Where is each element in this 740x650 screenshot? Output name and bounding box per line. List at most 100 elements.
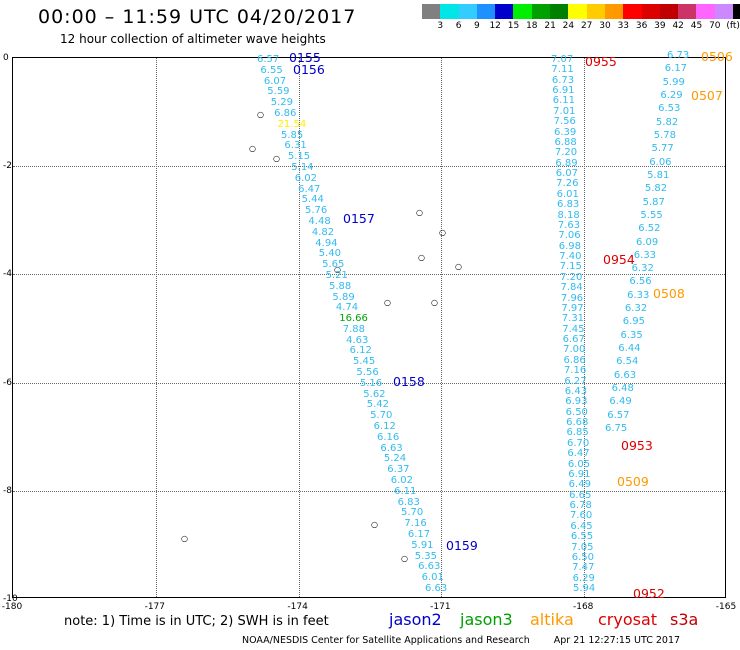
- island-marker: ○: [181, 534, 188, 543]
- satellite-name-jason2: jason2: [389, 610, 442, 629]
- wave-height-value: 5.99: [662, 76, 685, 88]
- satellite-name-s3a: s3a: [670, 610, 699, 629]
- wave-height-value: 7.45: [562, 323, 585, 335]
- wave-height-value: 6.47: [567, 448, 590, 460]
- legend-label: 36: [635, 21, 648, 31]
- wave-height-value: 6.44: [618, 343, 641, 355]
- wave-height-value: 6.43: [564, 385, 588, 397]
- island-marker: ○: [273, 154, 280, 163]
- legend-swatch: [568, 4, 587, 19]
- wave-height-value: 6.49: [609, 396, 632, 408]
- wave-height-value: 5.82: [644, 183, 668, 195]
- wave-height-value: 5.88: [329, 280, 352, 292]
- legend-swatch: [714, 4, 734, 19]
- map-subtitle: 12 hour collection of altimeter wave hei…: [60, 32, 326, 46]
- wave-height-value: 6.52: [638, 223, 661, 235]
- wave-height-value: 4.94: [315, 237, 338, 249]
- wave-height-value: 5.55: [640, 209, 663, 221]
- wave-height-value: 5.65: [322, 259, 345, 271]
- wave-height-value: 7.60: [569, 510, 593, 522]
- island-marker: ○: [439, 228, 446, 237]
- wave-height-value: 4.82: [311, 226, 335, 238]
- wave-height-value: 6.12: [349, 345, 372, 357]
- legend-swatch: [458, 4, 477, 19]
- x-tick-label: -177: [144, 602, 166, 612]
- legend-label: 15: [507, 21, 520, 31]
- y-tick-label: -8: [3, 485, 12, 496]
- island-marker: ○: [257, 110, 264, 119]
- wave-height-value: 7.20: [560, 271, 583, 283]
- legend-label: 21: [544, 21, 556, 31]
- legend-swatch: [476, 4, 496, 19]
- wave-height-value: 7.96: [560, 292, 584, 304]
- legend-swatch: [733, 4, 740, 19]
- wave-height-value: 6.54: [616, 356, 639, 368]
- legend-label: 9: [474, 21, 480, 31]
- wave-height-value: 6.11: [394, 485, 417, 497]
- legend-label: 3: [437, 21, 444, 31]
- wave-height-value: 6.17: [407, 529, 431, 541]
- latitude-gridline: [13, 490, 725, 492]
- wave-height-value: 7.20: [554, 147, 578, 159]
- map-plot-area: 0 -2 -4 -6 -8 -10 ○ ○ ○ ○ ○ ○ ○ ○ ○ ○ ○ ○ ○ 6.57 6.55 6.07 5.5…: [3, 50, 733, 604]
- wave-height-value: 6.45: [570, 520, 593, 532]
- island-marker: ○: [384, 298, 391, 307]
- wave-height-value: 6.07: [263, 75, 287, 87]
- y-tick-label: -2: [3, 161, 12, 172]
- pass-time-label: 0955: [585, 54, 617, 69]
- satellite-name-jason3: jason3: [460, 610, 513, 629]
- wave-height-value: 6.07: [555, 168, 578, 180]
- legend-color-bar: [422, 4, 740, 19]
- legend-label: 42: [672, 21, 684, 31]
- wave-height-value: 7.06: [558, 230, 581, 242]
- longitude-gridline: [441, 58, 443, 597]
- pass-time-label: 0159: [446, 538, 478, 553]
- map-title: 00:00 – 11:59 UTC 04/20/2017: [38, 6, 357, 28]
- wave-height-value: 5.16: [359, 377, 383, 389]
- wave-height-value: 6.33: [627, 289, 650, 301]
- wave-height-value: 21.54: [277, 118, 307, 130]
- wave-height-value: 6.91: [568, 468, 591, 480]
- wave-height-value: 7.97: [561, 302, 584, 314]
- wave-height-value: 7.63: [557, 219, 581, 231]
- legend-label: 39: [654, 21, 666, 31]
- wave-height-value: 7.16: [404, 518, 427, 530]
- wave-height-value: 6.05: [567, 458, 591, 470]
- footer: NOAA/NESDIS Center for Satellite Applica…: [242, 635, 680, 646]
- wave-height-value: 6.47: [298, 183, 321, 195]
- wave-height-value: 5.24: [383, 453, 407, 465]
- wave-height-value: 6.83: [397, 496, 420, 508]
- island-marker: ○: [401, 554, 408, 563]
- island-marker: ○: [431, 298, 438, 307]
- legend-label: (ft): [726, 21, 740, 31]
- wave-height-value: 6.29: [660, 89, 683, 101]
- wave-height-value: 6.01: [421, 572, 444, 584]
- wave-height-value: 16.66: [339, 313, 368, 325]
- latitude-gridline: [13, 274, 725, 276]
- legend-swatch: [550, 4, 569, 19]
- legend-label: 24: [562, 21, 575, 31]
- legend-swatch: [586, 4, 605, 19]
- x-tick-label: -168: [572, 602, 594, 612]
- pass-time-label: 0954: [603, 252, 635, 267]
- y-tick-label: -4: [3, 269, 12, 280]
- wave-height-value: 6.89: [555, 157, 578, 169]
- wave-height-value: 6.02: [390, 475, 413, 487]
- pass-time-label: 0508: [653, 286, 685, 301]
- wave-height-value: 5.85: [281, 129, 304, 141]
- legend-label: 70: [709, 21, 721, 31]
- island-marker: ○: [418, 253, 425, 262]
- wave-height-value: 5.15: [287, 151, 311, 163]
- wave-height-value: 6.37: [387, 464, 410, 476]
- wave-height-value: 5.81: [647, 169, 670, 181]
- pass-time-label: 0156: [293, 62, 325, 77]
- longitude-gridline: [584, 58, 586, 597]
- wave-height-value: 5.42: [366, 399, 389, 411]
- wave-height-value: 6.91: [552, 85, 575, 97]
- pass-time-label: 0506: [701, 49, 733, 64]
- wave-height-value: 6.65: [569, 489, 592, 501]
- wave-height-value: 6.49: [568, 479, 591, 491]
- wave-height-value: 5.56: [356, 367, 379, 379]
- wave-height-value: 5.35: [414, 550, 437, 562]
- wave-height-value: 6.63: [613, 369, 637, 381]
